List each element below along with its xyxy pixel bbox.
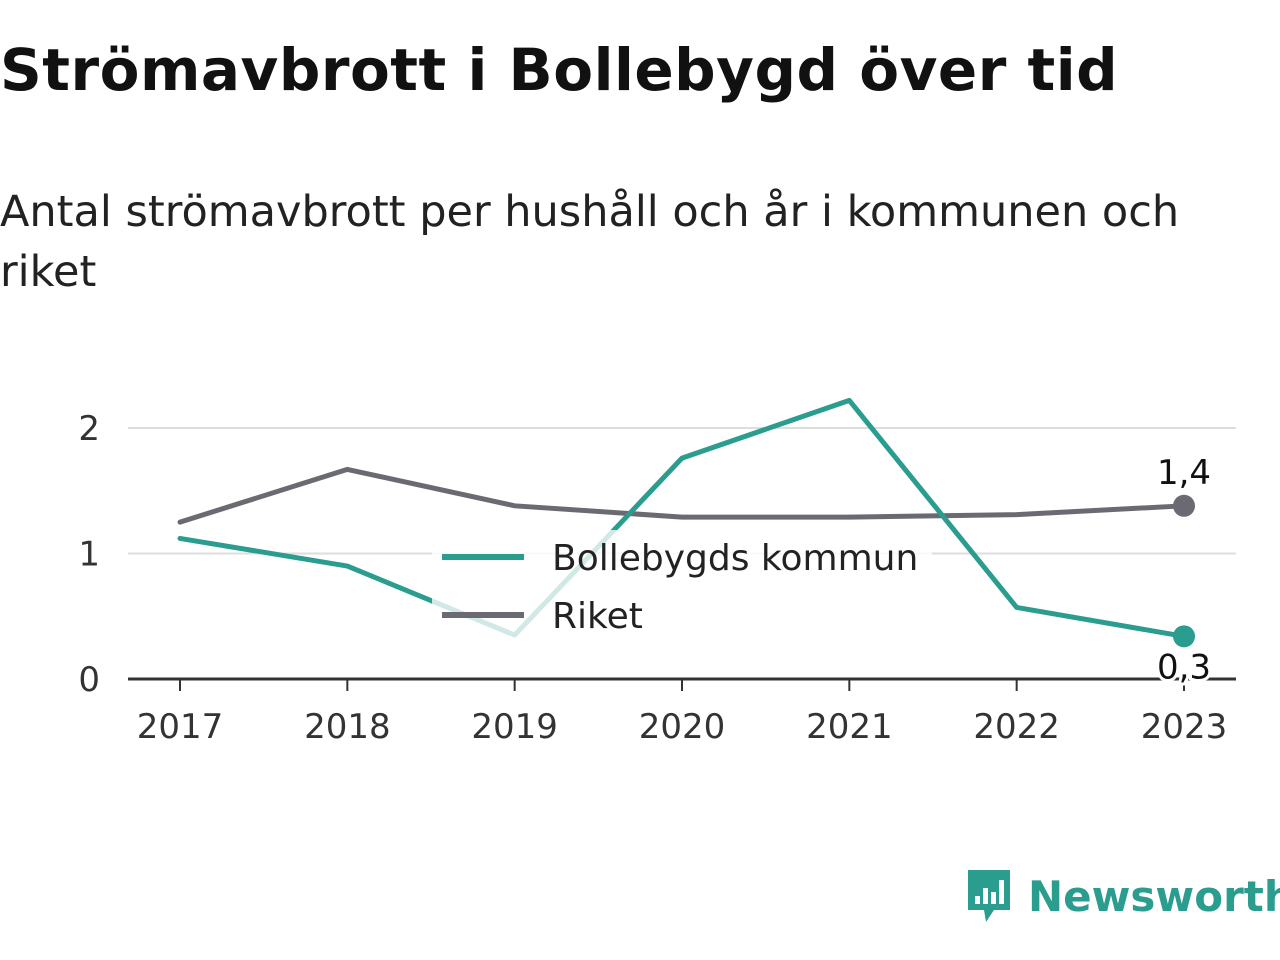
data-label: 1,4: [1157, 453, 1211, 493]
end-point: [1173, 494, 1195, 517]
series-line-0: [177, 397, 1187, 639]
legend-label: Bollebygds kommun: [552, 538, 918, 579]
x-tick-label: 2023: [1141, 707, 1228, 747]
brand-name: Newsworthy: [1028, 871, 1280, 921]
x-tick-label: 2017: [137, 707, 224, 747]
data-label: 0,3: [1157, 647, 1211, 687]
newsworthy-logo-icon: [968, 870, 1010, 922]
y-tick-label: 1: [78, 535, 100, 575]
x-tick-label: 2018: [304, 707, 391, 747]
y-axis-ticks: 0 1 2: [78, 409, 100, 700]
y-tick-label: 0: [78, 660, 100, 700]
legend-label: Riket: [552, 596, 643, 637]
newsworthy-logo: Newsworthy: [964, 866, 1280, 926]
legend: Bollebygds kommun Riket: [432, 530, 932, 642]
series-line-1: [177, 466, 1187, 525]
x-tick-label: 2020: [639, 707, 726, 747]
end-point: [1173, 625, 1195, 648]
y-tick-label: 2: [78, 409, 100, 449]
legend-background: [432, 530, 932, 642]
end-markers: 0,3 1,4: [1154, 450, 1214, 691]
x-tick-label: 2021: [806, 707, 893, 747]
x-tick-label: 2019: [471, 707, 558, 747]
x-axis: 2017 2018 2019 2020 2021 2022 2023: [128, 677, 1236, 747]
series-lines: [177, 397, 1187, 639]
chart-subtitle: Antal strömavbrott per hushåll och år i …: [0, 187, 1180, 297]
chart-title: Strömavbrott i Bollebygd över tid: [0, 36, 1119, 104]
x-tick-label: 2022: [973, 707, 1060, 747]
